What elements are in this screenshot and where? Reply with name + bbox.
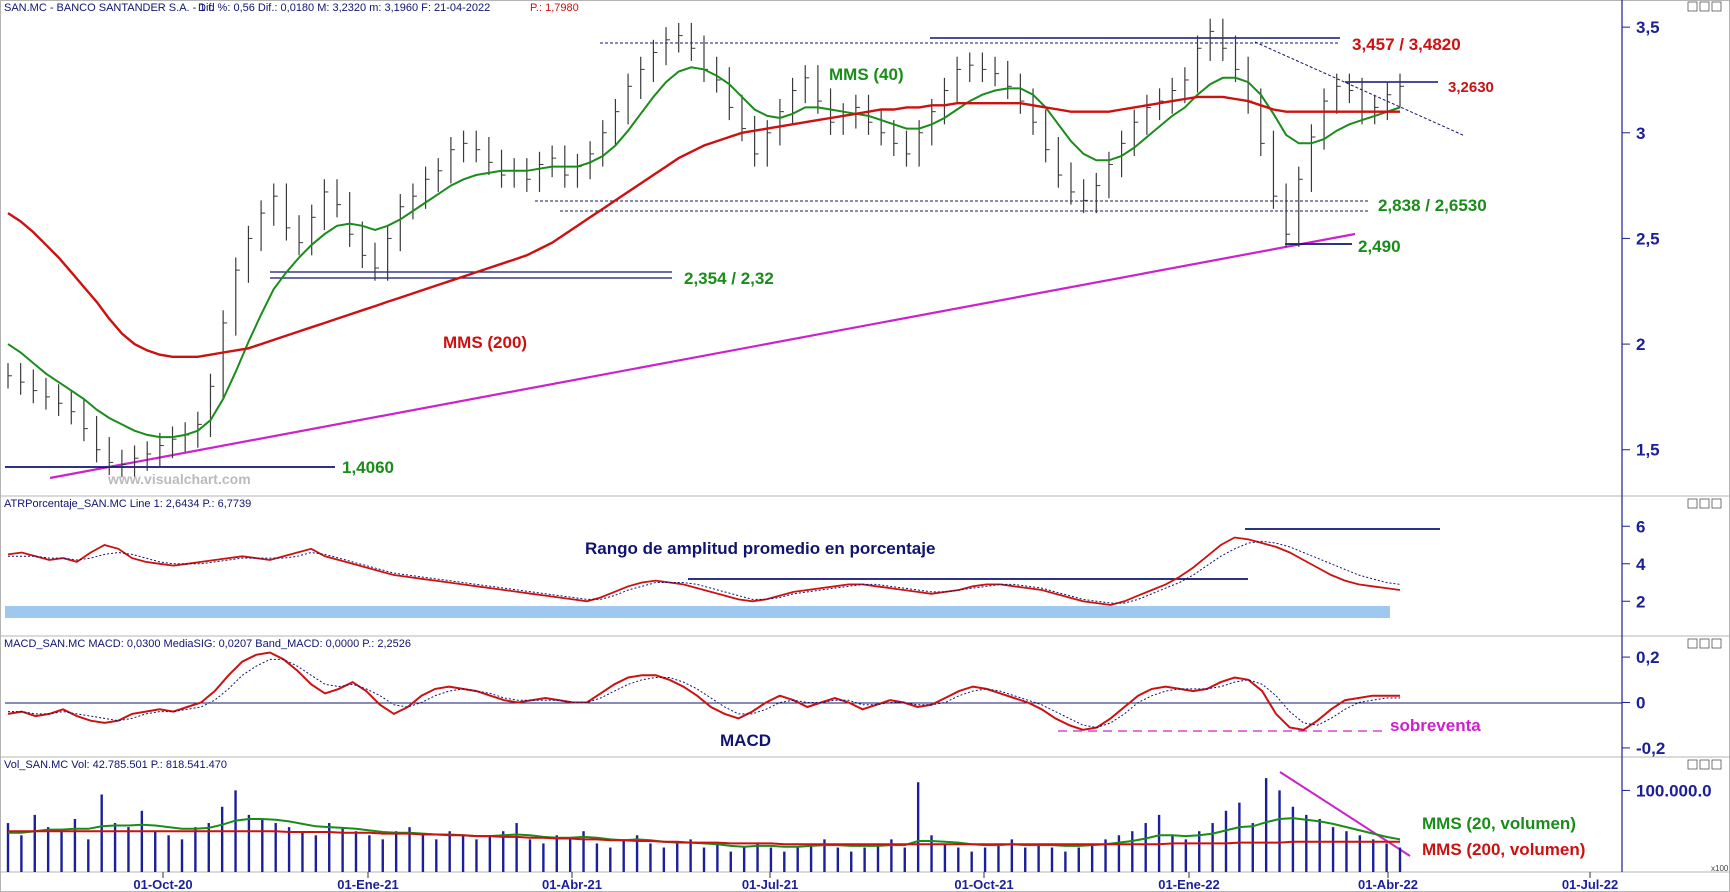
price-bars	[7, 18, 1404, 478]
atr-ytick: 4	[1636, 555, 1646, 574]
macd-lines	[7, 651, 1400, 731]
atr-drawings	[5, 528, 1440, 618]
vol-corner-label: x100	[1711, 864, 1729, 873]
atr-header: ATRPorcentaje_SAN.MC Line 1: 2,6434 P.: …	[4, 498, 251, 510]
macd-oversold-label: sobreventa	[1390, 716, 1481, 735]
label-supp-2354: 2,354 / 2,32	[684, 269, 774, 288]
x-axis: 01-Oct-20 01-Ene-21 01-Abr-21 01-Jul-21 01-O…	[133, 872, 1618, 892]
atr-line	[7, 536, 1401, 606]
mms200-line	[7, 95, 1400, 358]
vol-mms20-label: MMS (20, volumen)	[1422, 814, 1576, 833]
label-supp-low: 2,490	[1358, 237, 1401, 256]
macd-line	[7, 651, 1400, 731]
window-buttons[interactable]	[1687, 1, 1722, 770]
price-header-stats: Dif. %: 0,56 Dif.: 0,0180 M: 3,2320 m: 3…	[198, 2, 490, 14]
vol-header: Vol_SAN.MC Vol: 42.785.501 P.: 818.541.4…	[4, 759, 227, 771]
macd-window-buttons[interactable]	[1687, 638, 1722, 649]
mms40-line	[7, 66, 1401, 439]
x-tick-label: 01-Jul-22	[1562, 877, 1618, 892]
price-ytick: 2	[1636, 335, 1645, 354]
macd-drawings	[5, 702, 1622, 732]
label-supp-mid: 2,838 / 2,6530	[1378, 196, 1487, 215]
price-drawings	[5, 37, 1466, 480]
volume-ma-lines	[8, 817, 1401, 848]
vol-mms200-label: MMS (200, volumen)	[1422, 840, 1585, 859]
vol-ytick: 100.000.0	[1636, 781, 1712, 800]
price-ytick: 3	[1636, 124, 1645, 143]
price-ma-lines	[7, 66, 1401, 439]
macd-ytick: 0	[1636, 694, 1645, 713]
macd-signal-line	[8, 658, 1400, 729]
macd-label: MACD	[720, 731, 771, 750]
x-tick-label: 01-Ene-21	[337, 877, 398, 892]
price-window-buttons[interactable]	[1687, 1, 1722, 12]
vol-downtrend-line	[1279, 771, 1411, 857]
price-header-symbol: SAN.MC - BANCO SANTANDER S.A. - 1 d	[4, 2, 215, 14]
y-axis: 3,5 3 2,5 2 1,5 6 4 2 0,2 0 -0,2 100.000.0	[1622, 18, 1712, 800]
atr-window-buttons[interactable]	[1687, 498, 1722, 509]
label-mms200: MMS (200)	[443, 333, 527, 352]
trendline-support	[49, 232, 1356, 480]
x-tick-label: 01-Oct-21	[954, 877, 1013, 892]
downtrend-dashed	[1254, 41, 1466, 137]
x-tick-label: 01-Jul-21	[742, 877, 798, 892]
x-tick-label: 01-Abr-21	[542, 877, 602, 892]
x-tick-label: 01-Ene-22	[1158, 877, 1219, 892]
macd-ytick: 0,2	[1636, 648, 1660, 667]
vol-drawings	[1279, 771, 1411, 857]
macd-header: MACD_SAN.MC MACD: 0,0300 MediaSIG: 0,020…	[4, 638, 411, 650]
x-tick-label: 01-Abr-22	[1358, 877, 1418, 892]
vol-mms200-line	[8, 830, 1400, 846]
price-ytick: 2,5	[1636, 229, 1660, 248]
watermark: www.visualchart.com	[107, 471, 251, 487]
label-supp-1406: 1,4060	[342, 458, 394, 477]
price-ytick: 3,5	[1636, 18, 1660, 37]
atr-lines	[7, 536, 1401, 606]
atr-low-band	[5, 606, 1390, 618]
atr-ytick: 2	[1636, 592, 1645, 611]
volume-bars	[6, 778, 1402, 872]
vol-window-buttons[interactable]	[1687, 759, 1722, 770]
price-header-p: P.: 1,7980	[530, 2, 579, 14]
label-res-short: 3,2630	[1448, 79, 1494, 96]
atr-title: Rango de amplitud promedio en porcentaje	[585, 539, 935, 558]
label-mms40: MMS (40)	[829, 65, 904, 84]
macd-ytick: -0,2	[1636, 739, 1665, 758]
x-tick-label: 01-Oct-20	[133, 877, 192, 892]
price-ytick: 1,5	[1636, 441, 1660, 460]
label-res-top: 3,457 / 3,4820	[1352, 35, 1461, 54]
atr-ytick: 6	[1636, 517, 1645, 536]
